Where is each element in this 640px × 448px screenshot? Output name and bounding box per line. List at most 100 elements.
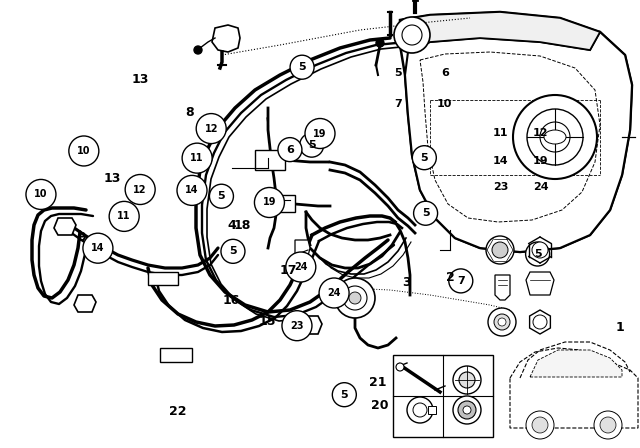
Polygon shape (54, 218, 76, 235)
Text: 20: 20 (371, 399, 389, 412)
Circle shape (458, 401, 476, 419)
Circle shape (332, 383, 356, 407)
Text: 7: 7 (457, 276, 465, 286)
Circle shape (498, 318, 506, 326)
Text: 14: 14 (91, 243, 105, 253)
Circle shape (413, 403, 427, 417)
Polygon shape (298, 316, 322, 334)
Polygon shape (400, 12, 600, 52)
Text: 4: 4 (227, 219, 236, 232)
Text: 5: 5 (394, 68, 402, 78)
Circle shape (594, 411, 622, 439)
Text: 23: 23 (290, 321, 304, 331)
Text: 24: 24 (294, 262, 308, 272)
Text: 19: 19 (533, 156, 548, 166)
Text: 18: 18 (233, 219, 251, 232)
Circle shape (221, 239, 245, 263)
Circle shape (525, 242, 550, 266)
Text: 12: 12 (533, 128, 548, 138)
Text: 5: 5 (422, 208, 429, 218)
Text: 6: 6 (286, 145, 294, 155)
Text: 24: 24 (327, 288, 341, 298)
Circle shape (407, 397, 433, 423)
Circle shape (402, 25, 422, 45)
Circle shape (459, 372, 475, 388)
Polygon shape (526, 272, 554, 295)
Text: 13: 13 (103, 172, 121, 185)
Circle shape (396, 363, 404, 371)
Text: 17: 17 (280, 263, 298, 277)
Text: 5: 5 (298, 62, 306, 72)
Text: 12: 12 (204, 124, 218, 134)
Polygon shape (268, 195, 295, 212)
Circle shape (492, 242, 508, 258)
Circle shape (494, 314, 510, 330)
Circle shape (488, 308, 516, 336)
Text: 14: 14 (493, 156, 508, 166)
Text: 24: 24 (533, 182, 548, 192)
Text: 16: 16 (223, 293, 241, 307)
Text: 7: 7 (394, 99, 402, 109)
Circle shape (182, 143, 212, 173)
Text: 5: 5 (420, 153, 428, 163)
Text: 12: 12 (133, 185, 147, 194)
Circle shape (376, 39, 384, 47)
Circle shape (286, 252, 316, 282)
Circle shape (109, 202, 139, 231)
Polygon shape (212, 25, 240, 52)
Circle shape (453, 396, 481, 424)
Circle shape (290, 55, 314, 79)
Text: 10: 10 (77, 146, 91, 156)
Text: 1: 1 (615, 321, 624, 334)
Text: 2: 2 (445, 271, 454, 284)
Circle shape (527, 109, 583, 165)
Polygon shape (255, 150, 285, 170)
Circle shape (300, 133, 324, 157)
Text: 5: 5 (534, 249, 541, 259)
Text: 10: 10 (34, 190, 48, 199)
Text: 23: 23 (493, 182, 508, 192)
Text: 5: 5 (308, 140, 316, 150)
Circle shape (540, 122, 570, 152)
Text: 15: 15 (259, 315, 276, 328)
Circle shape (449, 269, 473, 293)
Ellipse shape (544, 130, 566, 144)
Text: 9: 9 (77, 231, 86, 244)
Text: 11: 11 (190, 153, 204, 163)
Polygon shape (74, 295, 96, 312)
Text: 19: 19 (262, 198, 276, 207)
Circle shape (453, 366, 481, 394)
Bar (428, 406, 436, 414)
Circle shape (486, 236, 514, 264)
Circle shape (125, 175, 155, 204)
Text: 5: 5 (229, 246, 237, 256)
Polygon shape (295, 240, 310, 256)
Circle shape (305, 119, 335, 148)
Circle shape (278, 138, 302, 162)
Polygon shape (160, 348, 192, 362)
Polygon shape (530, 310, 550, 334)
Text: 14: 14 (185, 185, 199, 195)
Circle shape (282, 311, 312, 340)
Text: 19: 19 (313, 129, 327, 138)
Circle shape (463, 406, 471, 414)
Text: 21: 21 (369, 375, 387, 389)
Circle shape (533, 315, 547, 329)
Circle shape (194, 46, 202, 54)
Bar (393, 355, 493, 437)
Polygon shape (400, 12, 632, 252)
Circle shape (532, 417, 548, 433)
Text: 10: 10 (437, 99, 452, 109)
Circle shape (319, 278, 349, 308)
Circle shape (335, 278, 375, 318)
Circle shape (513, 95, 597, 179)
Circle shape (83, 233, 113, 263)
Circle shape (26, 180, 56, 209)
Text: 5: 5 (218, 191, 225, 201)
Circle shape (413, 201, 438, 225)
Circle shape (196, 114, 226, 143)
Polygon shape (530, 350, 622, 377)
Text: 00084352: 00084352 (442, 425, 492, 435)
Circle shape (209, 184, 234, 208)
Circle shape (526, 411, 554, 439)
